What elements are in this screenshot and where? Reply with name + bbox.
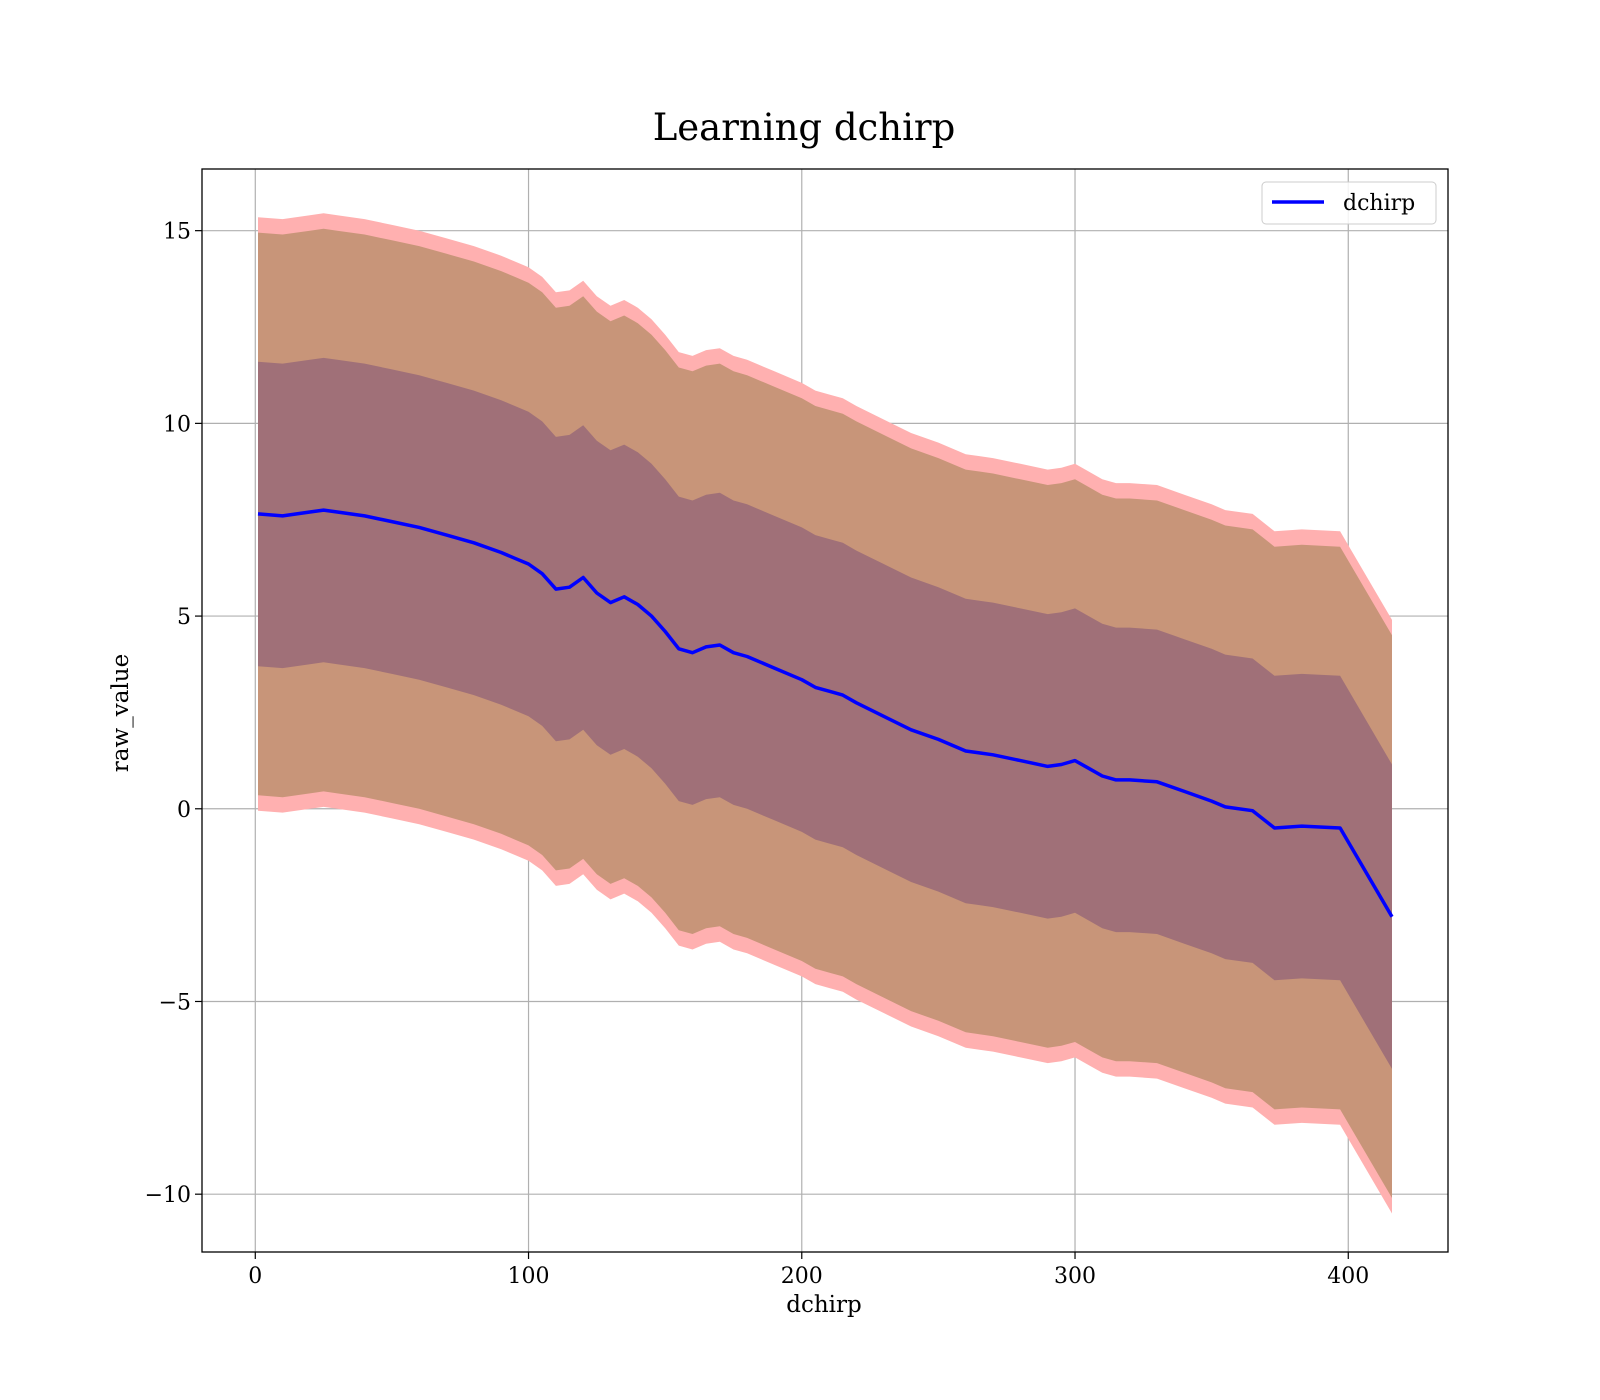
series-line-dchirp [257,508,1394,918]
x-tick-label: 200 [781,1264,823,1289]
y-tick-label: −10 [145,1183,191,1208]
y-tick-label: 0 [177,798,191,823]
y-axis-label: raw_value [108,654,134,772]
x-tick-label: 100 [508,1264,550,1289]
y-tick-label: −5 [159,990,191,1015]
x-tick-label: 300 [1054,1264,1096,1289]
y-tick-label: 15 [163,220,191,245]
plot-frame [201,168,1449,1253]
plot-area: 0 100 200 300 400 −10 −5 0 5 10 15 dchirp [145,168,1449,1289]
inner-confidence-band [258,357,1392,1069]
legend-box [1261,181,1437,225]
legend-label-dchirp: dchirp [1343,191,1415,216]
x-tick-label: 400 [1327,1264,1369,1289]
y-tick-label: 10 [163,412,191,437]
x-tick-label: 0 [248,1264,262,1289]
legend: dchirp [1261,181,1437,225]
chart-title: Learning dchirp [653,106,956,149]
x-axis-label: dchirp [786,1292,862,1318]
y-tick-label: 5 [177,605,191,630]
